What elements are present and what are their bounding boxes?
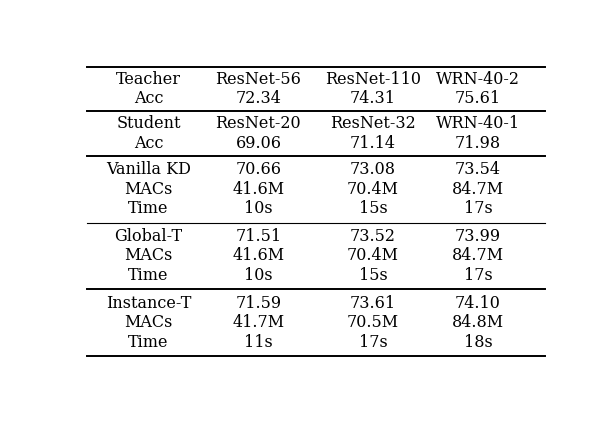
- Text: 73.08
70.4M
15s: 73.08 70.4M 15s: [347, 161, 399, 217]
- Text: 73.61
70.5M
17s: 73.61 70.5M 17s: [347, 295, 399, 351]
- Text: ResNet-32
71.14: ResNet-32 71.14: [330, 115, 416, 152]
- Text: Global-T
MACs
Time: Global-T MACs Time: [115, 228, 183, 284]
- Text: 71.59
41.7M
11s: 71.59 41.7M 11s: [232, 295, 285, 351]
- Text: 70.66
41.6M
10s: 70.66 41.6M 10s: [232, 161, 285, 217]
- Text: 71.51
41.6M
10s: 71.51 41.6M 10s: [232, 228, 285, 284]
- Text: ResNet-110
74.31: ResNet-110 74.31: [325, 71, 421, 108]
- Text: WRN-40-2
75.61: WRN-40-2 75.61: [436, 71, 520, 108]
- Text: 74.10
84.8M
18s: 74.10 84.8M 18s: [452, 295, 504, 351]
- Text: Instance-T
MACs
Time: Instance-T MACs Time: [106, 295, 192, 351]
- Text: WRN-40-1
71.98: WRN-40-1 71.98: [436, 115, 520, 152]
- Text: 73.99
84.7M
17s: 73.99 84.7M 17s: [452, 228, 504, 284]
- Text: Student
Acc: Student Acc: [116, 115, 181, 152]
- Text: ResNet-56
72.34: ResNet-56 72.34: [216, 71, 301, 108]
- Text: ResNet-20
69.06: ResNet-20 69.06: [216, 115, 301, 152]
- Text: Teacher
Acc: Teacher Acc: [116, 71, 181, 108]
- Text: Vanilla KD
MACs
Time: Vanilla KD MACs Time: [106, 161, 191, 217]
- Text: 73.52
70.4M
15s: 73.52 70.4M 15s: [347, 228, 399, 284]
- Text: 73.54
84.7M
17s: 73.54 84.7M 17s: [452, 161, 504, 217]
